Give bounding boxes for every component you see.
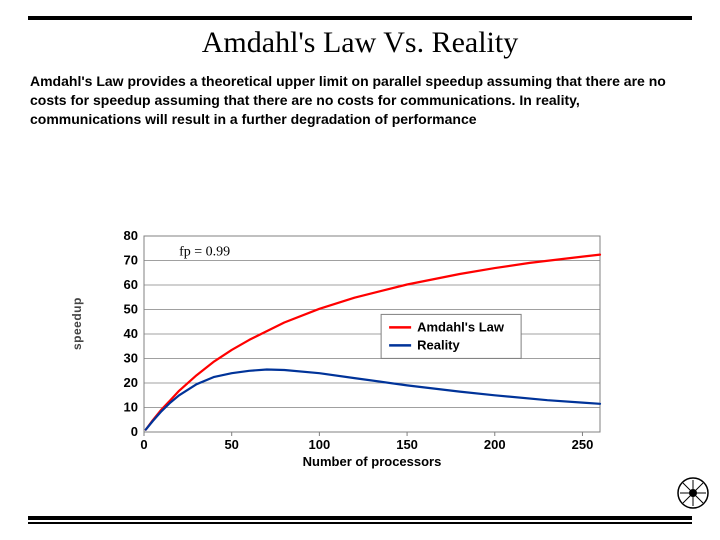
page-title: Amdahl's Law Vs. Reality	[28, 26, 692, 60]
institution-logo-icon	[676, 476, 710, 510]
chart-container: 0 10 20 30 40 50 60 70 80 0 50 100 150 200 250 Number o…	[110, 230, 630, 490]
svg-text:150: 150	[396, 437, 418, 452]
intro-paragraph: Amdahl's Law provides a theoretical uppe…	[30, 72, 690, 129]
svg-text:100: 100	[309, 437, 331, 452]
svg-text:50: 50	[224, 437, 238, 452]
svg-text:Number of processors: Number of processors	[303, 454, 442, 469]
svg-text:40: 40	[124, 326, 138, 341]
svg-text:10: 10	[124, 400, 138, 415]
svg-text:70: 70	[124, 253, 138, 268]
line-chart: 0 10 20 30 40 50 60 70 80 0 50 100 150 200 250 Number o…	[110, 230, 610, 470]
slide-page: Amdahl's Law Vs. Reality Amdahl's Law pr…	[0, 0, 720, 540]
y-axis-label: speedup	[70, 297, 84, 350]
bottom-rule	[28, 516, 692, 524]
svg-text:200: 200	[484, 437, 506, 452]
svg-text:Amdahl's Law: Amdahl's Law	[417, 319, 505, 334]
svg-text:0: 0	[131, 424, 138, 439]
svg-text:80: 80	[124, 230, 138, 243]
svg-text:0: 0	[140, 437, 147, 452]
svg-text:60: 60	[124, 277, 138, 292]
svg-text:50: 50	[124, 302, 138, 317]
svg-text:30: 30	[124, 351, 138, 366]
svg-text:250: 250	[572, 437, 594, 452]
svg-text:Reality: Reality	[417, 337, 460, 352]
svg-text:fp = 0.99: fp = 0.99	[179, 245, 230, 260]
top-rule	[28, 16, 692, 20]
chart-legend: Amdahl's Law Reality	[381, 314, 521, 358]
svg-text:20: 20	[124, 375, 138, 390]
